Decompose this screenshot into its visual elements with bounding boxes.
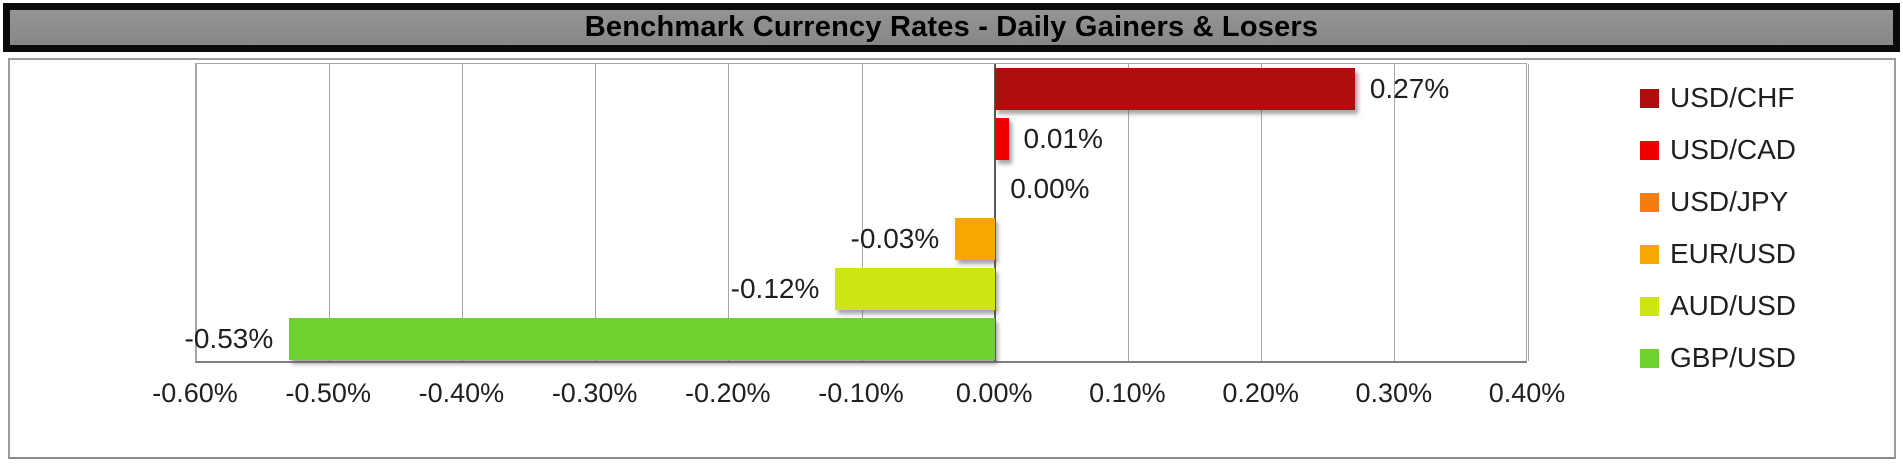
data-label-usd-cad: 0.01% (1023, 123, 1103, 154)
bar-aud-usd (835, 268, 996, 310)
legend-swatch-usd-chf (1640, 88, 1659, 108)
gridline (861, 64, 863, 361)
legend-swatch-eur-usd (1640, 244, 1659, 264)
gridline (595, 64, 597, 361)
chart-body: 0.27% 0.01% 0.00% -0.03% -0.12% -0.53% -0.60%… (8, 58, 1896, 459)
zero-axis-line (994, 64, 997, 361)
data-label-eur-usd: -0.03% (850, 223, 940, 254)
x-tick--0-20-: -0.20% (685, 378, 771, 408)
gridline (1527, 64, 1529, 361)
legend-item-eur-usd: EUR/USD (1640, 228, 1890, 280)
chart-title: Benchmark Currency Rates - Daily Gainers… (584, 11, 1319, 43)
legend-item-usd-cad: USD/CAD (1640, 124, 1890, 176)
legend-item-gbp-usd: GBP/USD (1640, 332, 1890, 384)
x-tick-0-20-: 0.20% (1222, 378, 1299, 408)
legend-label-gbp-usd: GBP/USD (1670, 342, 1797, 373)
data-label-gbp-usd: -0.53% (184, 323, 274, 354)
gridline (1394, 64, 1396, 361)
x-tick--0-50-: -0.50% (285, 378, 371, 408)
legend-label-eur-usd: EUR/USD (1670, 238, 1797, 269)
legend-item-usd-jpy: USD/JPY (1640, 176, 1890, 228)
data-label-usd-jpy: 0.00% (1010, 173, 1090, 204)
bar-gbp-usd (289, 318, 996, 360)
data-label-usd-chf: 0.27% (1369, 73, 1450, 104)
x-tick--0-40-: -0.40% (418, 378, 505, 408)
x-tick--0-60-: -0.60% (152, 378, 238, 408)
legend-item-aud-usd: AUD/USD (1640, 280, 1890, 332)
x-axis: -0.60% -0.50% -0.40% -0.30% -0.20% -0.10% 0.00… (152, 378, 1565, 420)
legend-swatch-gbp-usd (1640, 348, 1659, 368)
chart-title-bar: Benchmark Currency Rates - Daily Gainers… (3, 3, 1900, 52)
gridline (1127, 64, 1129, 361)
gridline (728, 64, 730, 361)
legend-label-aud-usd: AUD/USD (1670, 290, 1797, 321)
legend-label-usd-jpy: USD/JPY (1670, 186, 1789, 217)
plot-area: 0.27% 0.01% 0.00% -0.03% -0.12% -0.53% (185, 63, 1529, 363)
legend-swatch-aud-usd (1640, 296, 1659, 316)
bar-eur-usd (955, 218, 996, 260)
x-tick--0-30-: -0.30% (551, 378, 638, 408)
bar-usd-chf (995, 68, 1355, 110)
gridline (1261, 64, 1263, 361)
gridline (328, 64, 330, 361)
x-tick-0-00-: 0.00% (955, 378, 1033, 408)
legend-label-usd-cad: USD/CAD (1670, 134, 1797, 165)
legend-item-usd-chf: USD/CHF (1640, 72, 1890, 124)
gridline (195, 64, 197, 361)
legend-label-usd-chf: USD/CHF (1670, 82, 1795, 113)
x-tick-0-10-: 0.10% (1089, 378, 1166, 408)
x-tick-0-30-: 0.30% (1355, 378, 1433, 408)
bar-usd-cad (995, 118, 1009, 160)
x-tick--0-10-: -0.10% (818, 378, 904, 408)
data-label-aud-usd: -0.12% (730, 273, 820, 304)
legend-swatch-usd-jpy (1640, 192, 1659, 212)
gridline (461, 64, 463, 361)
legend-swatch-usd-cad (1640, 140, 1659, 160)
x-tick-0-40-: 0.40% (1488, 378, 1566, 408)
legend: USD/CHF USD/CAD USD/JPY EUR/USD AUD/USD GBP/U… (1640, 72, 1890, 384)
